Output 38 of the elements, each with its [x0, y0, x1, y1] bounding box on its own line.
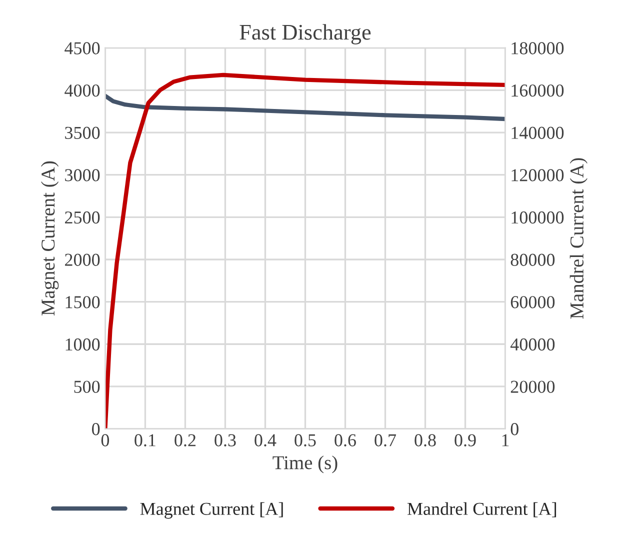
y-tick-label: 500: [74, 380, 100, 393]
y2-tick-label: 140000: [512, 126, 564, 139]
legend-label: Magnet Current [A]: [140, 502, 283, 519]
x-tick-label: 1: [502, 434, 509, 446]
y2-tick-label: 100000: [512, 211, 564, 224]
x-tick-label: 0.9: [454, 434, 476, 446]
x-tick-label: 0.3: [214, 434, 236, 446]
y2-tick-label: 180000: [512, 42, 564, 54]
x-tick-label: 0.2: [174, 434, 196, 446]
y2-tick-label: 120000: [512, 169, 564, 182]
y2-axis-title: Mandrel Current (A): [570, 158, 588, 319]
y2-tick-label: 0: [510, 423, 518, 436]
legend-label: Mandrel Current [A]: [407, 502, 556, 518]
y-tick-label: 3000: [65, 169, 100, 182]
y2-tick-label: 80000: [510, 254, 555, 266]
y-tick-label: 4000: [64, 84, 100, 97]
x-tick-label: 0.4: [254, 434, 276, 446]
y-tick-label: 2000: [65, 254, 100, 266]
chart-title: Fast Discharge: [240, 24, 371, 44]
x-tick-label: 0.8: [414, 434, 436, 446]
y-tick-label: 1500: [66, 296, 100, 308]
x-axis-title: Time (s): [272, 456, 338, 474]
x-tick-label: 0.6: [334, 434, 356, 446]
y2-tick-label: 20000: [510, 380, 555, 393]
y2-tick-label: 40000: [510, 338, 555, 351]
x-tick-label: 0.5: [294, 434, 316, 446]
y-tick-label: 0: [92, 423, 100, 436]
y-tick-label: 1000: [66, 338, 100, 351]
line-series: [105, 94, 506, 122]
y2-tick-label: 160000: [512, 84, 564, 97]
y-axis-title: Magnet Current (A): [40, 161, 59, 316]
x-tick-label: 0.1: [134, 434, 156, 446]
y-tick-label: 4500: [64, 42, 100, 54]
x-tick-label: 0: [101, 434, 110, 446]
y-tick-label: 2500: [65, 211, 100, 224]
y-tick-label: 3500: [65, 126, 100, 139]
y2-tick-label: 60000: [510, 296, 555, 308]
x-tick-label: 0.7: [374, 434, 396, 446]
